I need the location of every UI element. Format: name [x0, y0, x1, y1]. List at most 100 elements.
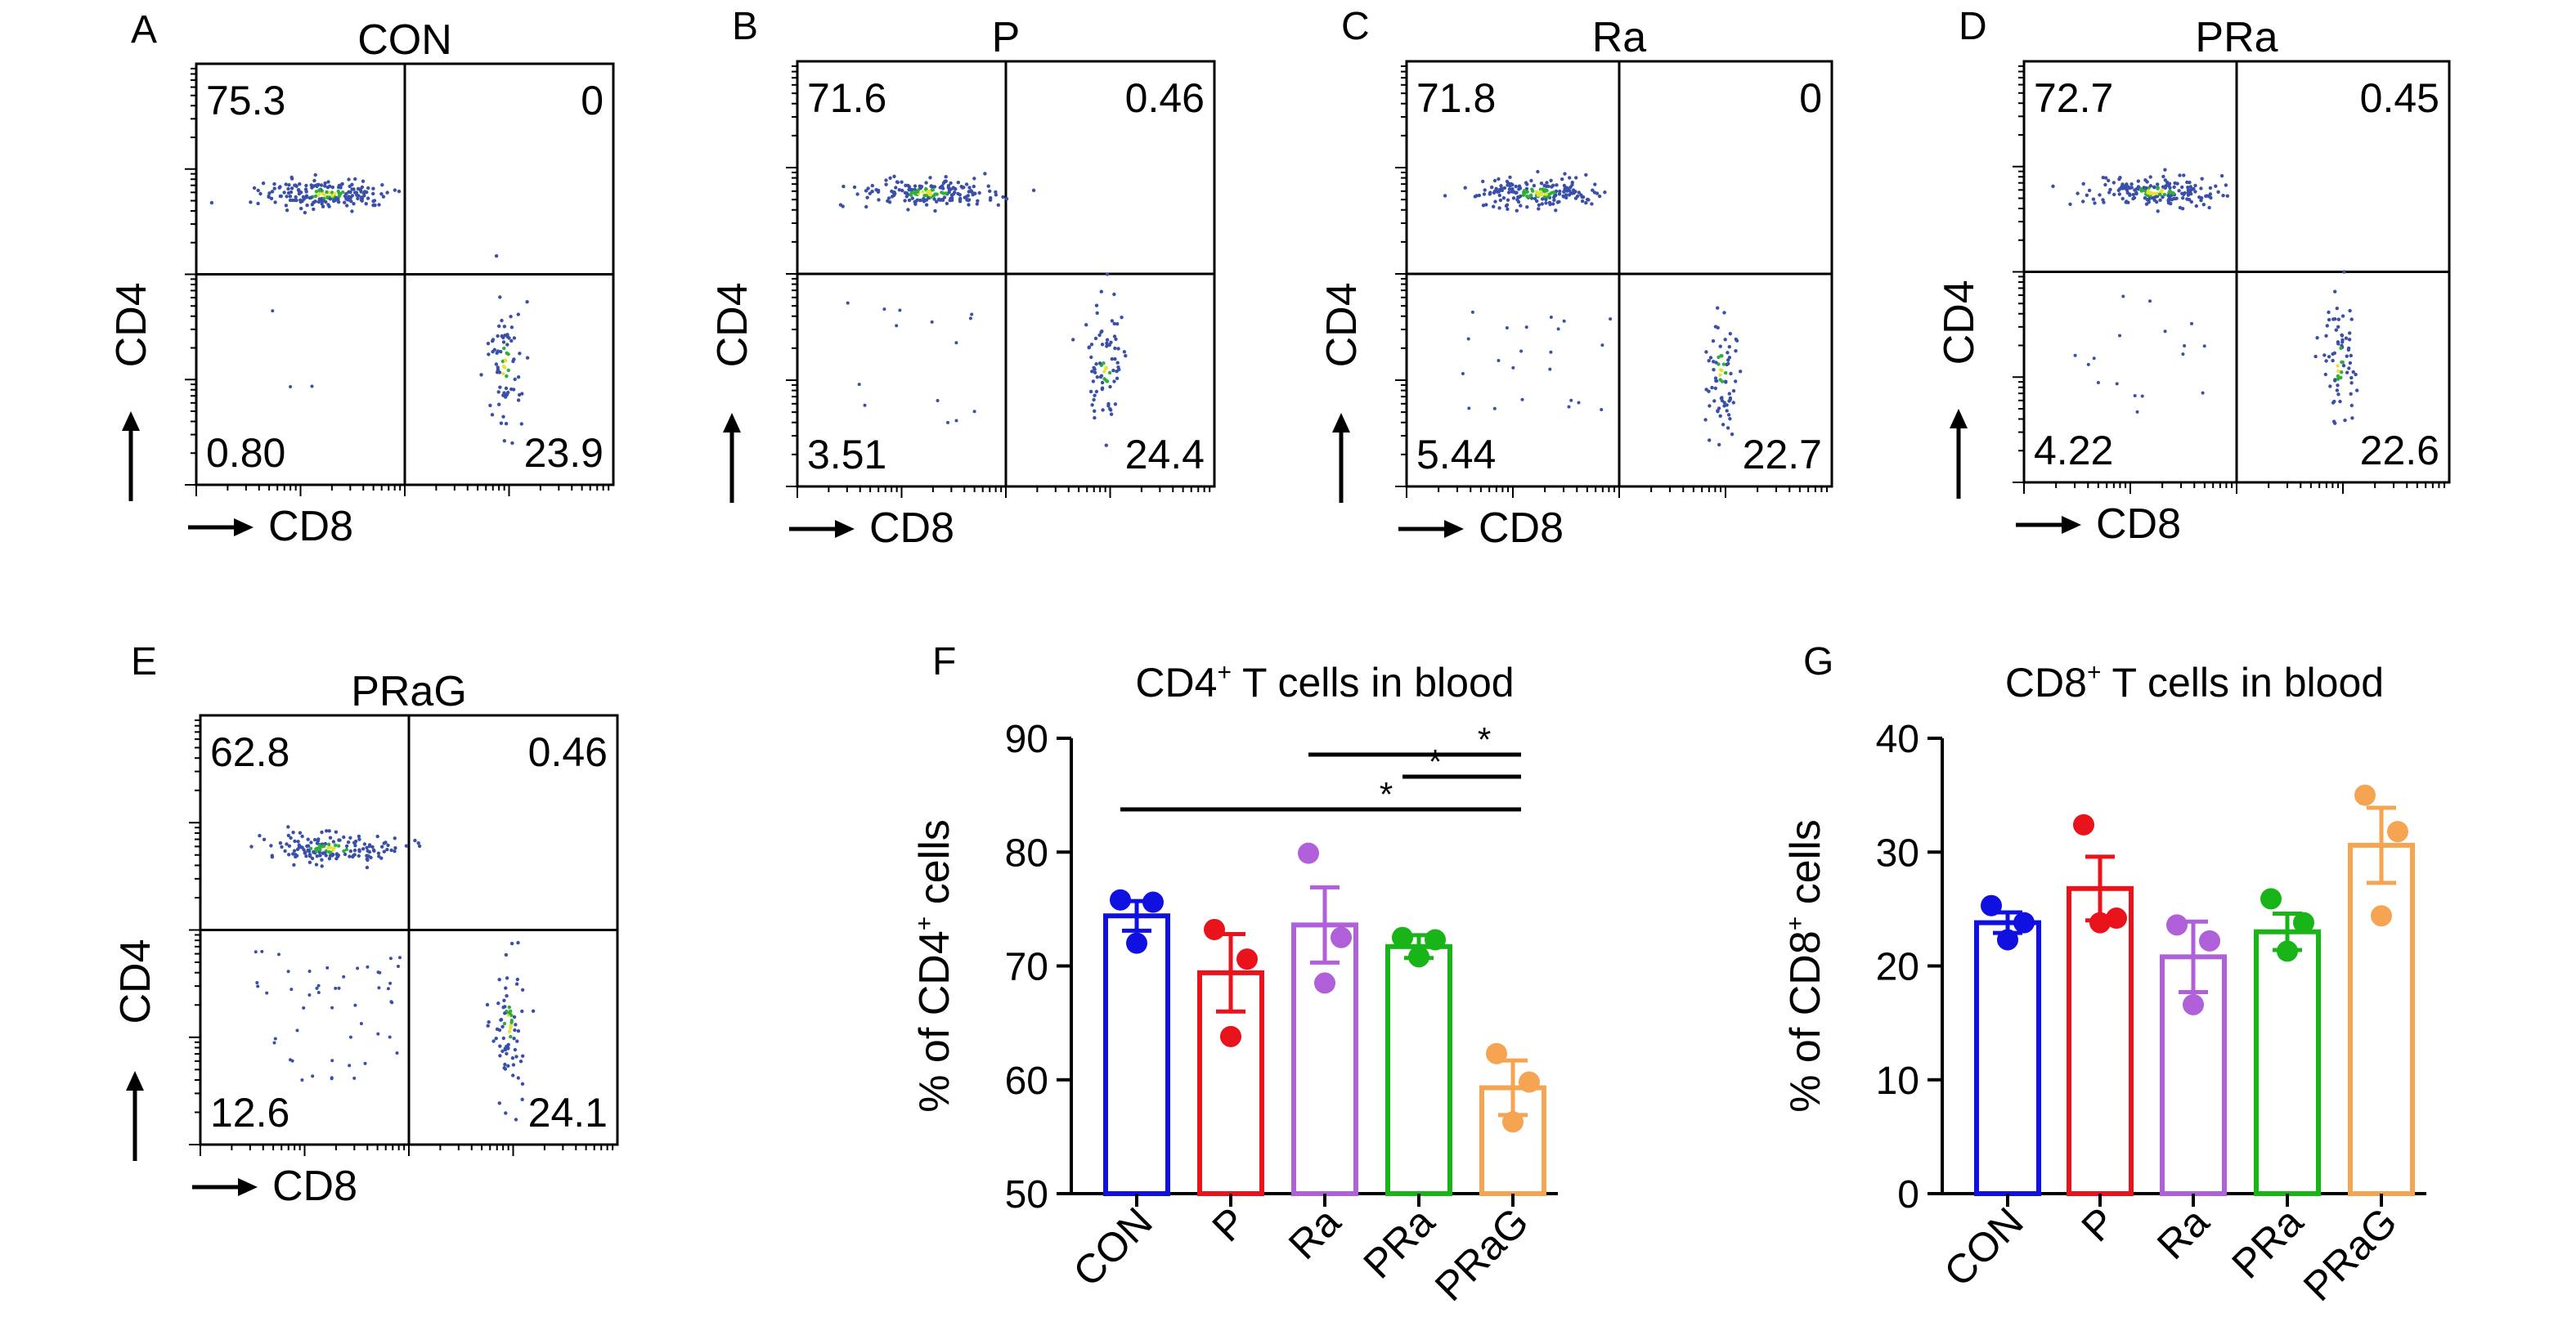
quadrant-value-lower-left: 4.22: [2034, 428, 2113, 473]
y-tick-label: 90: [1005, 718, 1048, 761]
x-axis-arrow-head: [2062, 516, 2081, 534]
data-point-ra: [1331, 926, 1352, 948]
panel-letter-c: C: [1341, 5, 1370, 48]
x-axis-label: CD8: [272, 1163, 357, 1210]
axis-ticks: [189, 719, 614, 1156]
axis-ticks: [2013, 65, 2446, 494]
y-tick-label: 60: [1005, 1060, 1048, 1103]
data-point-pra: [2293, 912, 2314, 934]
y-tick-label: 40: [1876, 718, 1919, 761]
quadrant-value-upper-left: 72.7: [2034, 75, 2113, 121]
data-point-pra: [1425, 929, 1446, 951]
x-category-label: CON: [1936, 1199, 2032, 1295]
y-axis-label: CD4: [1936, 280, 1983, 365]
quadrant-value-lower-left: 0.80: [206, 430, 285, 476]
panel-title-c: Ra: [1592, 14, 1647, 61]
significance-star: *: [1429, 742, 1442, 781]
data-point-pra: [2277, 940, 2298, 962]
flow-panel-a: A CON 75.3 0 0.80 23.9 CD8 CD4: [108, 8, 615, 550]
panel-letter-b: B: [732, 5, 758, 48]
flow-panel-e: E PRaG 62.8 0.46 12.6 24.1 CD8 CD4: [112, 640, 619, 1210]
data-point-ra: [2199, 930, 2220, 952]
flow-panel-d: D PRa 72.7 0.45 4.22 22.6 CD8 CD4: [1936, 5, 2451, 548]
data-point-con: [1126, 932, 1147, 954]
y-tick-label: 30: [1876, 831, 1919, 875]
data-point-p: [1236, 948, 1258, 970]
data-point-con: [2013, 912, 2035, 934]
x-axis-label: CD8: [869, 504, 954, 552]
x-category-label: Ra: [2148, 1199, 2218, 1268]
x-axis-label: CD8: [2096, 500, 2181, 548]
x-category-label: PRaG: [1426, 1199, 1537, 1310]
y-tick-label: 10: [1876, 1060, 1919, 1103]
bar-p: [2067, 885, 2134, 1197]
y-axis-title-g: % of CD8+ cells: [1782, 819, 1829, 1113]
x-category-label: Ra: [1280, 1199, 1349, 1268]
y-tick-label: 50: [1005, 1173, 1048, 1217]
event-dots: [2051, 168, 2359, 425]
significance-star: *: [1380, 775, 1393, 813]
chart-title-f: CD4+ T cells in blood: [1135, 659, 1514, 706]
x-category-label: P: [2073, 1199, 2125, 1250]
y-axis-arrow-head: [723, 413, 741, 432]
panel-letter-a: A: [131, 8, 157, 52]
x-axis-arrow-head: [238, 1178, 258, 1196]
panel-letter-f: F: [932, 640, 956, 683]
quadrant-value-lower-right: 22.7: [1743, 432, 1822, 477]
bar-ra: [1291, 922, 1358, 1196]
data-point-con: [1142, 891, 1164, 913]
panel-title-b: P: [992, 14, 1021, 61]
axis-ticks: [1395, 65, 1829, 498]
panel-letter-d: D: [1959, 5, 1987, 48]
y-axis-label: CD4: [112, 939, 159, 1024]
data-point-pra: [1408, 946, 1429, 968]
event-dots: [209, 173, 530, 446]
bar-pra: [2254, 929, 2321, 1196]
y-axis-label: CD4: [108, 282, 155, 367]
quadrant-value-upper-right: 0.46: [1125, 75, 1205, 121]
panel-letter-g: G: [1803, 640, 1833, 683]
data-point-con: [1997, 929, 2018, 951]
data-point-ra: [1314, 972, 1335, 994]
x-category-label: PRaG: [2295, 1199, 2406, 1310]
bar-pra: [1385, 943, 1452, 1196]
quadrant-value-lower-left: 5.44: [1416, 432, 1496, 477]
x-axis-arrow-head: [1444, 520, 1464, 538]
data-point-prag: [1519, 1071, 1540, 1093]
panel-title-d: PRa: [2195, 14, 2278, 61]
data-point-prag: [2354, 784, 2376, 806]
y-axis-label: CD4: [709, 282, 756, 367]
flow-panel-b: B P 71.6 0.46 3.51 24.4 CD8 CD4: [709, 5, 1216, 552]
quadrant-value-lower-right: 24.1: [528, 1090, 608, 1136]
quadrant-value-upper-left: 75.3: [206, 78, 285, 123]
event-dots: [1443, 169, 1743, 447]
data-point-p: [2106, 907, 2127, 930]
quadrant-value-lower-right: 24.4: [1125, 432, 1205, 477]
quadrant-value-upper-left: 71.6: [807, 75, 886, 121]
data-point-p: [1220, 1025, 1241, 1047]
data-point-p: [1204, 918, 1225, 940]
quadrant-value-lower-right: 22.6: [2360, 428, 2439, 473]
quadrant-value-upper-right: 0.45: [2360, 75, 2439, 121]
axis-ticks: [185, 67, 610, 496]
data-point-ra: [2183, 993, 2204, 1015]
quadrant-value-upper-left: 62.8: [210, 729, 289, 775]
y-axis-arrow-head: [1332, 413, 1350, 432]
y-tick-label: 70: [1005, 946, 1048, 989]
x-category-label: CON: [1065, 1199, 1161, 1295]
event-dots: [838, 172, 1128, 447]
chart-title-g: CD8+ T cells in blood: [2005, 659, 2384, 706]
y-axis-arrow-head: [126, 1071, 144, 1091]
y-axis-title-f: % of CD4+ cells: [911, 819, 958, 1113]
data-point-pra: [1392, 926, 1413, 948]
bar-con: [1103, 913, 1170, 1196]
x-axis-label: CD8: [1479, 504, 1564, 552]
quadrant-value-upper-left: 71.8: [1416, 75, 1496, 121]
y-axis-arrow-head: [122, 411, 140, 431]
quadrant-value-lower-right: 23.9: [524, 430, 604, 476]
x-axis-label: CD8: [268, 503, 353, 550]
panel-title-e: PRaG: [351, 668, 467, 715]
